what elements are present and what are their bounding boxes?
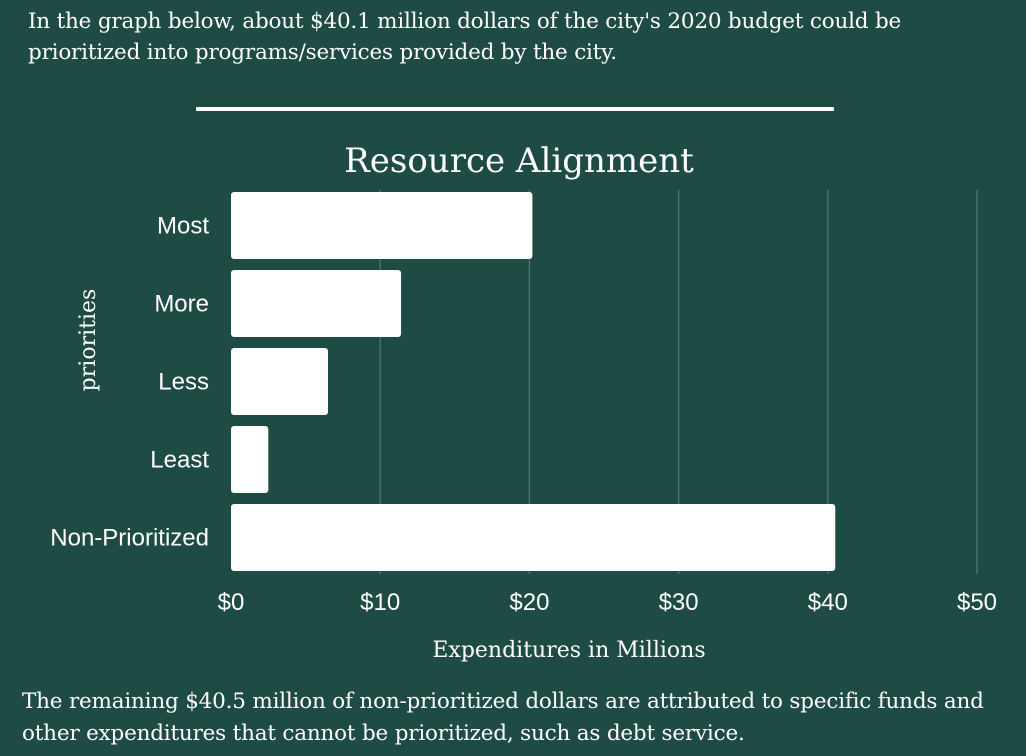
category-label: More <box>154 291 209 318</box>
bar-most <box>231 192 533 259</box>
resource-alignment-chart: Resource Alignment Most More Less Least Non-… <box>50 141 997 663</box>
bar-non-prioritized <box>231 504 836 571</box>
x-tick-label: $30 <box>659 589 699 616</box>
x-tick-label: $0 <box>218 589 245 616</box>
outro-paragraph: The remaining $40.5 million of non-prior… <box>22 689 984 746</box>
category-label: Least <box>150 447 209 474</box>
divider-rule <box>196 107 834 111</box>
intro-paragraph: In the graph below, about $40.1 million … <box>28 9 902 65</box>
y-axis-label: priorities <box>76 289 101 392</box>
x-tick-label: $20 <box>509 589 549 616</box>
category-label: Most <box>157 213 209 240</box>
category-label: Less <box>158 369 209 396</box>
x-tick-labels: $0 $10 $20 $30 $40 $50 <box>218 589 997 616</box>
bar-more <box>231 270 402 337</box>
x-tick-label: $50 <box>957 589 997 616</box>
category-labels: Most More Less Least Non-Prioritized <box>50 213 209 552</box>
bar-least <box>231 426 269 493</box>
category-label: Non-Prioritized <box>50 525 209 552</box>
x-axis-label: Expenditures in Millions <box>432 638 705 663</box>
bars <box>231 192 836 571</box>
bar-less <box>231 348 328 415</box>
x-tick-label: $10 <box>360 589 400 616</box>
chart-title: Resource Alignment <box>344 141 694 181</box>
x-tick-label: $40 <box>808 589 848 616</box>
